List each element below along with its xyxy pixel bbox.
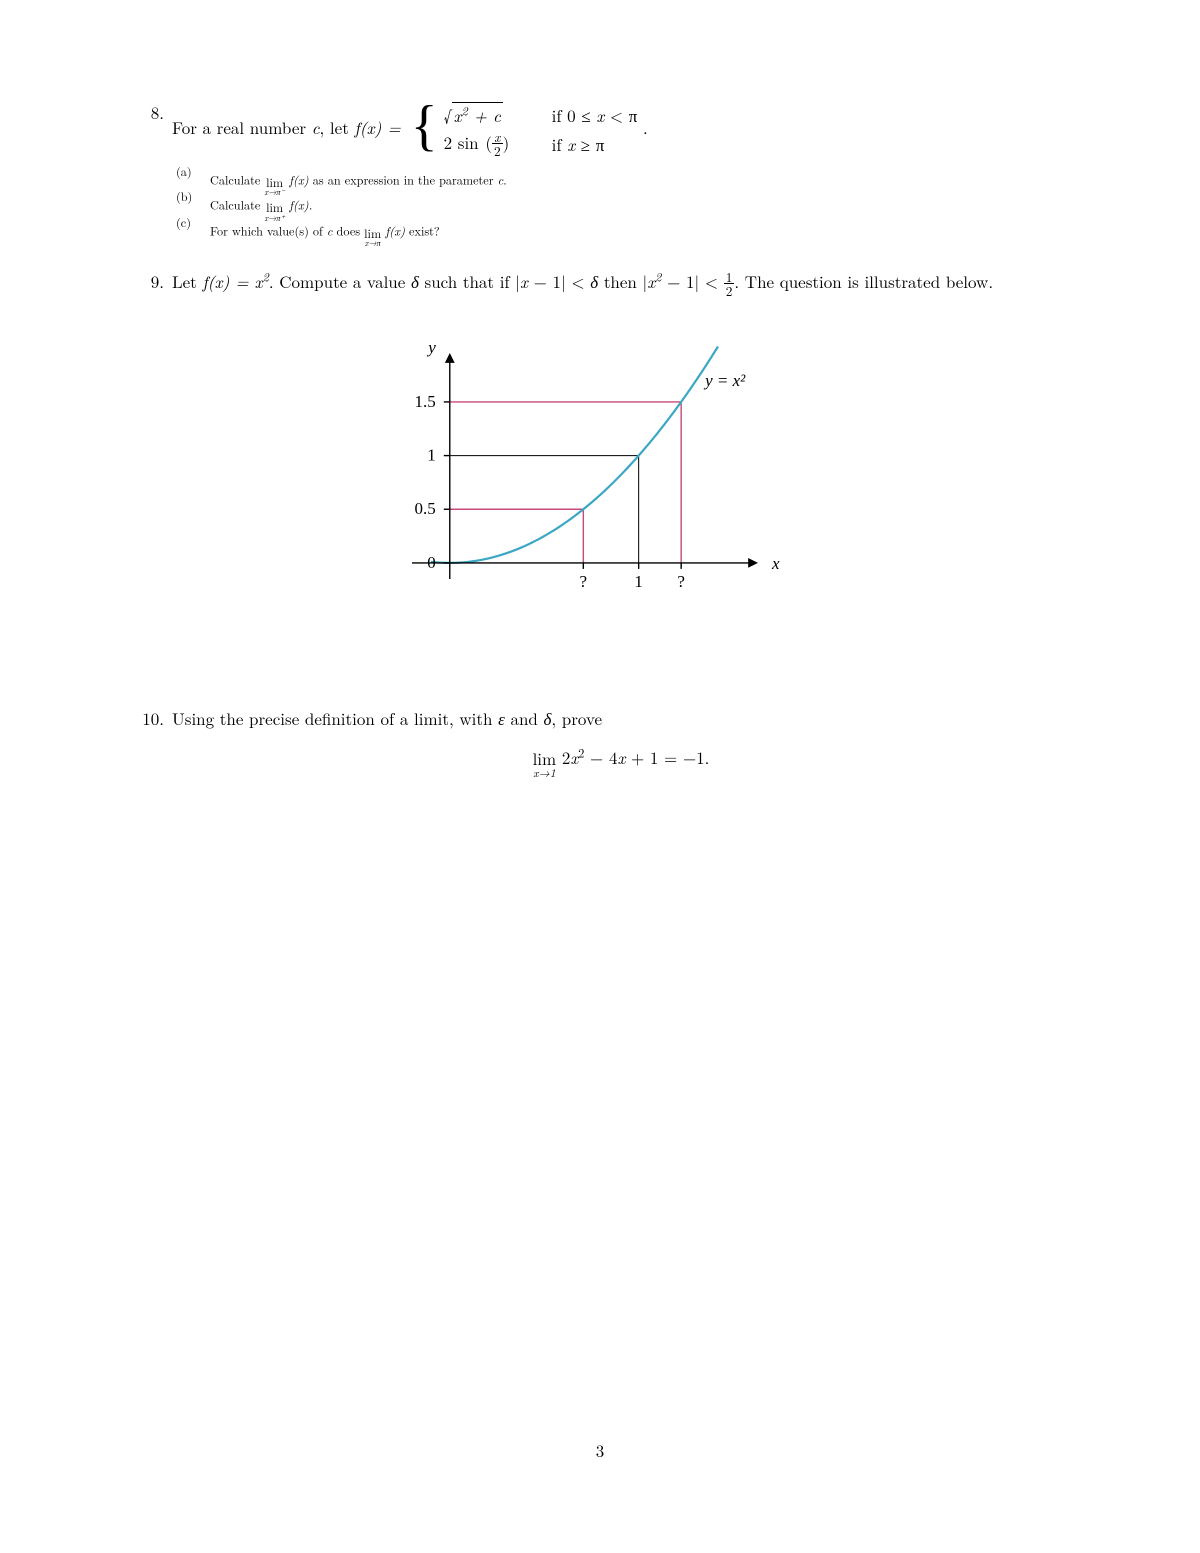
svg-text:?: ? [677,571,685,590]
problem-list: 8. For a real number c, let f(x) = { √x2… [130,100,1070,789]
svg-text:x: x [771,553,780,572]
case1-cond: if 0 ≤ x < π [534,103,638,128]
case-2: 2 sin (x2) if x ≥ π [444,130,638,159]
half: 12 [724,270,735,298]
lim: limx→1 [533,750,557,780]
svg-text:0.5: 0.5 [415,499,436,518]
part-c: (c) For which value(s) of c does limx→π … [172,222,1070,244]
svg-text:y = x²: y = x² [703,370,746,389]
page: 8. For a real number c, let f(x) = { √x2… [0,0,1200,1553]
problem-8: 8. For a real number c, let f(x) = { √x2… [130,100,1070,247]
chart-svg: 0 0.5 1 1.5? 1? y x y = x² [332,329,792,629]
sqrt: √x2 + c [444,102,503,128]
problem-number: 8. [130,100,172,247]
problem-9: 9. Let f(x) = x2. Compute a value δ such… [130,269,1070,684]
problem-body: Using the precise definition of a limit,… [172,706,1070,789]
case2-expr: 2 sin (x2) [444,130,534,159]
svg-text:y: y [426,338,436,357]
sub-body: For which value(s) of c does limx→π f(x)… [210,222,1070,244]
lim: limx→π⁻ [264,176,284,198]
problem-number: 10. [130,706,172,789]
sub-num: (c) [172,222,210,244]
left-brace: { [411,98,438,159]
chart-figure: 0 0.5 1 1.5? 1? y x y = x² [332,329,1070,635]
subparts: (a) Calculate limx→π⁻ f(x) as an express… [172,171,1070,244]
lim: limx→π⁺ [264,201,284,223]
svg-text:1.5: 1.5 [415,391,436,410]
svg-text:?: ? [580,571,588,590]
part-b: (b) Calculate limx→π⁺ f(x). [172,196,1070,218]
svg-text:1: 1 [634,571,643,590]
fx: f(x) = x2 [202,269,268,293]
display-equation: limx→1 2x2 − 4x + 1 = −1. [172,745,1070,775]
text: For a real number [172,115,312,139]
svg-text:0: 0 [427,552,436,571]
case2-cond: if x ≥ π [534,132,605,157]
cases: √x2 + c if 0 ≤ x < π 2 sin (x2) if x ≥ π [444,100,638,161]
case1-expr: √x2 + c [444,102,534,128]
problem-body: For a real number c, let f(x) = { √x2 + … [172,100,1070,247]
svg-text:1: 1 [427,445,436,464]
lim: limx→π [364,227,381,249]
sub-body: Calculate limx→π⁺ f(x). [210,196,1070,218]
piecewise-def: { √x2 + c if 0 ≤ x < π 2 sin (x2) [411,100,638,161]
problem-number: 9. [130,269,172,684]
period: . [643,115,648,139]
var-c: c [312,115,320,139]
sub-body: Calculate limx→π⁻ f(x) as an expression … [210,171,1070,193]
text: , let [320,115,355,139]
part-a: (a) Calculate limx→π⁻ f(x) as an express… [172,171,1070,193]
x2: x2 [647,269,661,293]
eq-body: 2x2 − 4x + 1 = −1. [556,745,709,769]
case-1: √x2 + c if 0 ≤ x < π [444,102,638,128]
sqrt-inner: x2 + c [454,103,501,127]
fx: f(x) = [354,115,406,139]
page-number: 3 [0,1438,1200,1463]
problem-body: Let f(x) = x2. Compute a value δ such th… [172,269,1070,684]
problem-10: 10. Using the precise definition of a li… [130,706,1070,789]
